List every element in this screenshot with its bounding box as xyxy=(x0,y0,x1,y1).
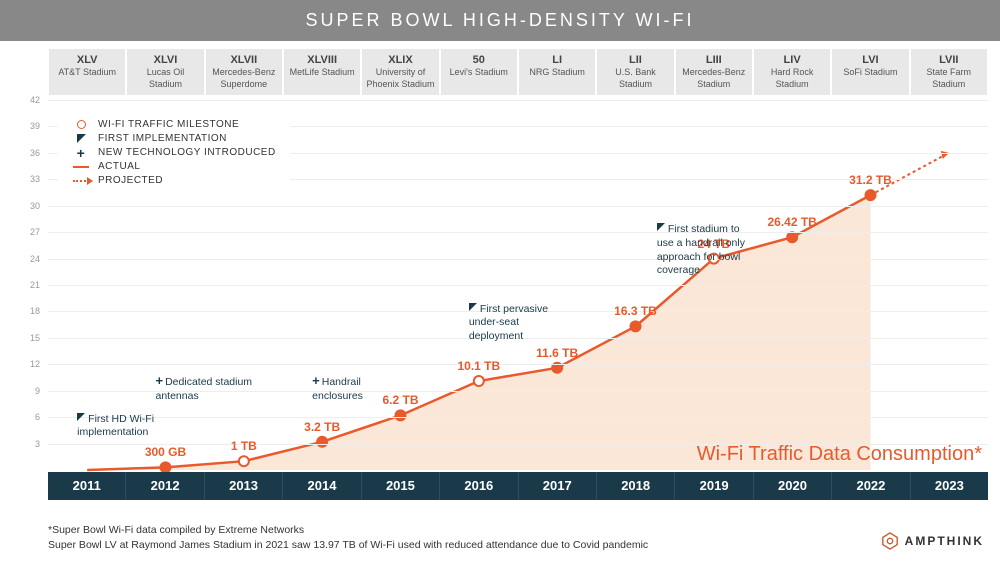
flag-icon xyxy=(72,134,90,143)
x-axis-label: 2022 xyxy=(832,472,910,500)
venue-header-cell: XLVIIMercedes-Benz Superdome xyxy=(206,49,282,95)
data-point xyxy=(317,437,327,447)
grid-line xyxy=(48,364,988,365)
footnote-line: *Super Bowl Wi-Fi data compiled by Extre… xyxy=(48,523,648,539)
venue-header-cell: LIIU.S. Bank Stadium xyxy=(597,49,673,95)
venue-header-cell: 50Levi's Stadium xyxy=(441,49,517,95)
annotation: First stadium to use a handrail only app… xyxy=(657,223,757,278)
venue-header-row: XLVAT&T StadiumXLVILucas Oil StadiumXLVI… xyxy=(48,49,988,95)
plus-icon: + xyxy=(72,148,90,158)
line-icon xyxy=(72,166,90,168)
x-axis-label: 2017 xyxy=(519,472,597,500)
data-point xyxy=(239,456,249,466)
legend-label: FIRST IMPLEMENTATION xyxy=(98,133,227,144)
grid-line xyxy=(48,417,988,418)
y-tick: 12 xyxy=(30,359,40,369)
data-point xyxy=(396,410,406,420)
annotation: +Dedicated stadium antennas xyxy=(156,373,256,404)
grid-line xyxy=(48,259,988,260)
data-point-label: 3.2 TB xyxy=(304,420,340,434)
x-axis-label: 2015 xyxy=(362,472,440,500)
venue-header-cell: LIIIMercedes-Benz Stadium xyxy=(676,49,752,95)
legend-item: + NEW TECHNOLOGY INTRODUCED xyxy=(72,147,276,158)
circle-icon xyxy=(72,120,90,129)
x-axis-label: 2011 xyxy=(48,472,126,500)
legend-label: WI-FI TRAFFIC MILESTONE xyxy=(98,119,239,130)
brand-logo: AMPTHINK xyxy=(881,532,984,550)
grid-line xyxy=(48,100,988,101)
venue-header-cell: XLIXUniversity of Phoenix Stadium xyxy=(362,49,438,95)
y-tick: 24 xyxy=(30,254,40,264)
legend-item: ACTUAL xyxy=(72,161,276,172)
grid-line xyxy=(48,285,988,286)
y-tick: 6 xyxy=(35,412,40,422)
legend-item: PROJECTED xyxy=(72,175,276,186)
footnotes: *Super Bowl Wi-Fi data compiled by Extre… xyxy=(48,523,648,555)
data-point-label: 10.1 TB xyxy=(457,359,500,373)
venue-header-cell: LVIIState Farm Stadium xyxy=(911,49,987,95)
x-axis-label: 2023 xyxy=(911,472,988,500)
grid-line xyxy=(48,232,988,233)
y-tick: 39 xyxy=(30,121,40,131)
dashed-icon xyxy=(72,180,90,182)
data-point-label: 31.2 TB xyxy=(849,173,892,187)
data-point-label: 16.3 TB xyxy=(614,304,657,318)
y-tick: 9 xyxy=(35,386,40,396)
y-tick: 15 xyxy=(30,333,40,343)
legend: WI-FI TRAFFIC MILESTONE FIRST IMPLEMENTAT… xyxy=(58,106,290,199)
venue-header-cell: XLVAT&T Stadium xyxy=(49,49,125,95)
venue-header-cell: LVISoFi Stadium xyxy=(832,49,908,95)
y-tick: 33 xyxy=(30,174,40,184)
y-tick: 36 xyxy=(30,148,40,158)
data-point xyxy=(631,321,641,331)
consumption-label: Wi-Fi Traffic Data Consumption* xyxy=(697,443,982,466)
y-tick: 18 xyxy=(30,306,40,316)
venue-header-cell: LIVHard Rock Stadium xyxy=(754,49,830,95)
legend-item: WI-FI TRAFFIC MILESTONE xyxy=(72,119,276,130)
x-axis-label: 2013 xyxy=(205,472,283,500)
legend-label: PROJECTED xyxy=(98,175,163,186)
y-tick: 42 xyxy=(30,95,40,105)
x-axis-label: 2014 xyxy=(283,472,361,500)
data-point-label: 300 GB xyxy=(145,445,186,459)
chart-container: SUPER BOWL HIGH-DENSITY WI-FI XLVAT&T St… xyxy=(0,0,1000,562)
y-axis: 3691215182124273033363942 xyxy=(0,100,48,470)
y-tick: 21 xyxy=(30,280,40,290)
data-point-label: 26.42 TB xyxy=(767,215,816,229)
data-point-label: 1 TB xyxy=(231,439,257,453)
data-point-label: 11.6 TB xyxy=(536,346,578,360)
data-point xyxy=(787,232,797,242)
venue-header-cell: XLVILucas Oil Stadium xyxy=(127,49,203,95)
brand-text: AMPTHINK xyxy=(905,534,984,548)
annotation: First pervasive under-seat deployment xyxy=(469,303,569,344)
annotation: +Handrail enclosures xyxy=(312,373,412,404)
legend-label: NEW TECHNOLOGY INTRODUCED xyxy=(98,147,276,158)
data-point xyxy=(866,190,876,200)
venue-header-cell: XLVIIIMetLife Stadium xyxy=(284,49,360,95)
x-axis: 2011201220132014201520162017201820192020… xyxy=(48,472,988,500)
y-tick: 27 xyxy=(30,227,40,237)
y-tick: 3 xyxy=(35,439,40,449)
legend-item: FIRST IMPLEMENTATION xyxy=(72,133,276,144)
hexagon-icon xyxy=(881,532,899,550)
legend-label: ACTUAL xyxy=(98,161,140,172)
grid-line xyxy=(48,206,988,207)
x-axis-label: 2012 xyxy=(126,472,204,500)
y-tick: 30 xyxy=(30,201,40,211)
x-axis-label: 2019 xyxy=(675,472,753,500)
footnote-line: Super Bowl LV at Raymond James Stadium i… xyxy=(48,538,648,554)
x-axis-label: 2018 xyxy=(597,472,675,500)
annotation: First HD Wi-Fi implementation xyxy=(77,413,177,440)
data-point xyxy=(161,462,171,472)
x-axis-label: 2020 xyxy=(754,472,832,500)
x-axis-label: 2016 xyxy=(440,472,518,500)
venue-header-cell: LINRG Stadium xyxy=(519,49,595,95)
chart-title: SUPER BOWL HIGH-DENSITY WI-FI xyxy=(0,0,1000,41)
data-point xyxy=(474,376,484,386)
